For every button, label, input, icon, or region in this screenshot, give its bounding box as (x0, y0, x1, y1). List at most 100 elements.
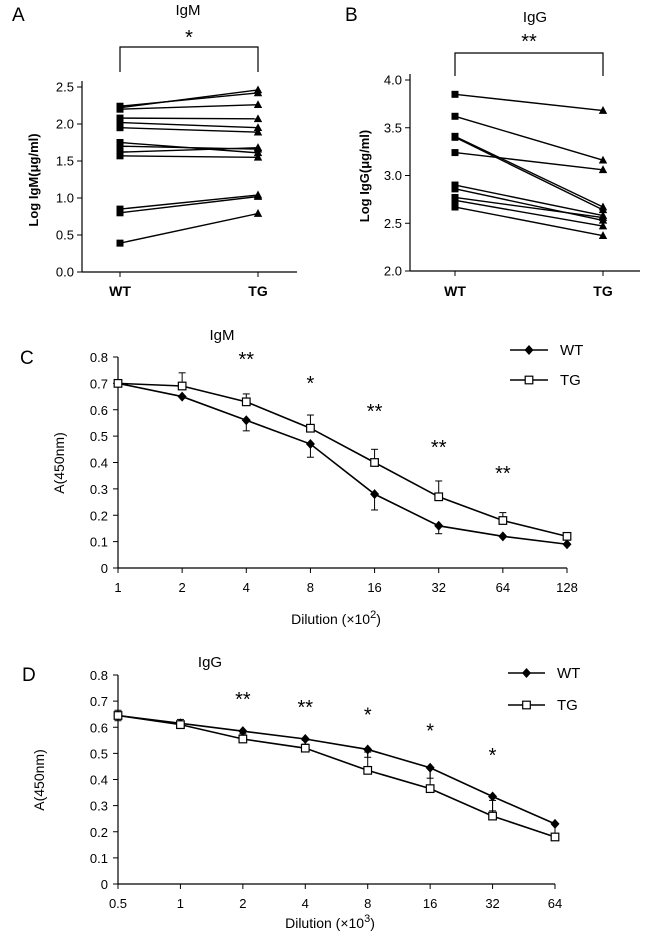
wt-point (116, 114, 124, 122)
chart-title: IgM (209, 327, 234, 344)
wt-point (116, 205, 124, 213)
pair-line (454, 93, 604, 112)
tg-point (550, 832, 560, 842)
x-tick-label: TG (593, 283, 613, 299)
x-tick-label: 32 (485, 896, 499, 911)
x-axis-label: Dilution (×102) (291, 609, 381, 627)
significance-label: * (185, 27, 193, 49)
wt-point (116, 142, 124, 150)
tg-point (425, 784, 435, 794)
tg-point (370, 458, 379, 467)
wt-point (116, 102, 124, 110)
y-tick-label: 0.7 (90, 694, 108, 709)
wt-point (451, 133, 459, 141)
pair-line (119, 141, 259, 154)
legend-wt-label: WT (557, 665, 580, 682)
wt-point (434, 520, 444, 531)
y-tick-label: 0.8 (90, 350, 108, 365)
panel-d: D IgG 0 0.1 0.2 0.3 0.4 0.5 0.6 0.7 0.8 0.5 1 2 4 8 16 32… (22, 654, 580, 931)
tg-point (253, 152, 263, 161)
x-tick-label: 1 (177, 896, 184, 911)
pair-line (454, 115, 604, 161)
wt-point (238, 726, 248, 737)
pair-line (119, 89, 259, 109)
significance-label: ** (297, 697, 313, 719)
y-axis-label: A(450nm) (51, 432, 67, 493)
chart-title: IgG (523, 9, 547, 26)
wt-point (498, 531, 508, 542)
y-tick-label: 2.5 (56, 80, 74, 95)
wt-point (562, 539, 572, 550)
significance-label: ** (235, 689, 251, 711)
pair-line (454, 184, 604, 217)
legend-wt-marker (524, 345, 534, 355)
y-tick-label: 0.8 (90, 668, 108, 683)
wt-point (488, 791, 498, 802)
x-tick-label: 1 (114, 580, 121, 595)
pair-line (119, 194, 259, 210)
wt-point (116, 119, 124, 127)
x-tick-label: WT (444, 283, 466, 299)
wt-series-line (117, 714, 556, 825)
legend-tg-marker (524, 375, 534, 385)
y-tick-label: 2.5 (384, 216, 402, 231)
significance-bracket (454, 52, 604, 76)
significance-label: * (364, 705, 372, 727)
y-tick-label: 0.5 (90, 746, 108, 761)
y-tick-label: 0.4 (90, 773, 108, 788)
tg-point (598, 221, 608, 230)
y-tick-label: 0.1 (90, 535, 108, 550)
wt-point (451, 90, 459, 98)
panel-c: C IgM 0 0.1 0.2 0.3 0.4 0.5 0.6 0.7 0.8 1 2 4 8 16 32 64 1… (20, 327, 583, 627)
y-tick-label: 0.6 (90, 720, 108, 735)
significance-label: ** (367, 401, 383, 423)
significance-label: * (426, 720, 434, 742)
wt-point (550, 818, 560, 829)
y-tick-label: 0.3 (90, 799, 108, 814)
tg-point (238, 734, 248, 744)
x-tick-label: 2 (179, 580, 186, 595)
tg-point (253, 100, 263, 109)
tg-point (253, 209, 263, 217)
pair-line (119, 117, 259, 120)
wt-point (116, 209, 124, 217)
wt-point (116, 239, 124, 247)
tg-point (253, 114, 263, 123)
x-tick-label: 128 (556, 580, 578, 595)
significance-label: * (489, 745, 497, 767)
legend-tg-marker (522, 700, 531, 710)
pair-line (454, 135, 604, 208)
y-tick-label: 0.2 (90, 508, 108, 523)
y-tick-label: 0.4 (90, 456, 108, 471)
x-tick-label: 64 (496, 580, 510, 595)
x-axis-label-suffix: ) (370, 915, 375, 931)
chart-title: IgM (175, 2, 200, 19)
pair-line (119, 155, 259, 158)
wt-point (363, 744, 373, 755)
y-tick-label: 0.2 (90, 825, 108, 840)
y-tick-label: 0.7 (90, 376, 108, 391)
significance-label: * (307, 373, 315, 395)
x-axis-label-suffix: ) (376, 611, 381, 627)
y-tick-label: 0 (101, 877, 108, 892)
chart-title: IgG (198, 654, 222, 671)
x-tick-label: 64 (548, 896, 562, 911)
y-tick-label: 2.0 (56, 117, 74, 132)
y-tick-label: 1.5 (56, 154, 74, 169)
pair-line (454, 206, 604, 237)
wt-point (300, 734, 310, 745)
y-tick-label: 0.1 (90, 851, 108, 866)
legend-tg-label: TG (560, 372, 581, 389)
x-axis-label: Dilution (×103) (285, 913, 375, 931)
panel-b: B IgG 2.0 2.5 3.0 3.5 4.0 WT TG Log IgG(μg/ml) ** (345, 5, 640, 299)
tg-point (253, 190, 263, 199)
y-tick-label: 0 (101, 561, 108, 576)
tg-point (241, 397, 251, 407)
y-tick-label: 2.0 (384, 264, 402, 279)
x-tick-label: 0.5 (109, 896, 127, 911)
panel-letter: A (12, 5, 25, 26)
x-tick-label: 4 (243, 580, 250, 595)
panel-a: A IgM 0.0 0.5 1.0 1.5 2.0 2.5 WT TG Log IgM(μg/ml)… (12, 2, 297, 299)
tg-point (363, 765, 373, 775)
